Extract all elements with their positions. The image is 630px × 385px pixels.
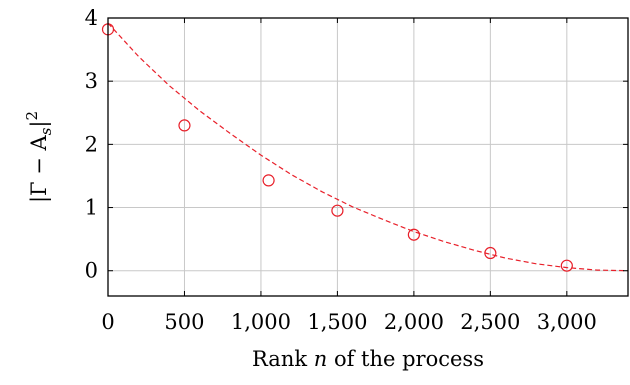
x-tick-label: 2,500 (460, 310, 520, 334)
data-point (407, 228, 420, 241)
data-point (560, 259, 573, 272)
y-tick-label: 1 (85, 196, 98, 220)
data-point (262, 174, 275, 187)
y-tick-label: 2 (85, 132, 98, 156)
fit-curve (107, 22, 629, 272)
x-axis-label: Rank n of the process (252, 347, 484, 371)
y-tick-label: 4 (85, 6, 98, 30)
y-tick-labels: 0 1 2 3 4 (85, 6, 98, 283)
x-tick-label: 0 (101, 310, 114, 334)
data-point (331, 204, 344, 217)
x-tick-label: 1,000 (231, 310, 291, 334)
plot-frame (107, 17, 629, 297)
x-tick-label: 500 (164, 310, 204, 334)
x-tick-labels: 0 500 1,000 1,500 2,000 2,500 3,000 (101, 310, 597, 334)
y-axis-label: |Γ − As|2 (23, 111, 55, 203)
x-tick-label: 2,000 (384, 310, 444, 334)
ticks (107, 17, 628, 296)
y-tick-label: 0 (85, 259, 98, 283)
y-tick-label: 3 (85, 69, 98, 93)
x-tick-label: 3,000 (537, 310, 597, 334)
x-tick-label: 1,500 (307, 310, 367, 334)
data-point (484, 246, 497, 260)
data-point (178, 119, 191, 132)
fit-line-layer (107, 22, 629, 272)
grid (107, 17, 628, 296)
